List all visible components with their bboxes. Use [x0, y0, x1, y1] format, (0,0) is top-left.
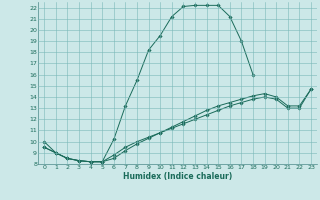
X-axis label: Humidex (Indice chaleur): Humidex (Indice chaleur) — [123, 172, 232, 181]
